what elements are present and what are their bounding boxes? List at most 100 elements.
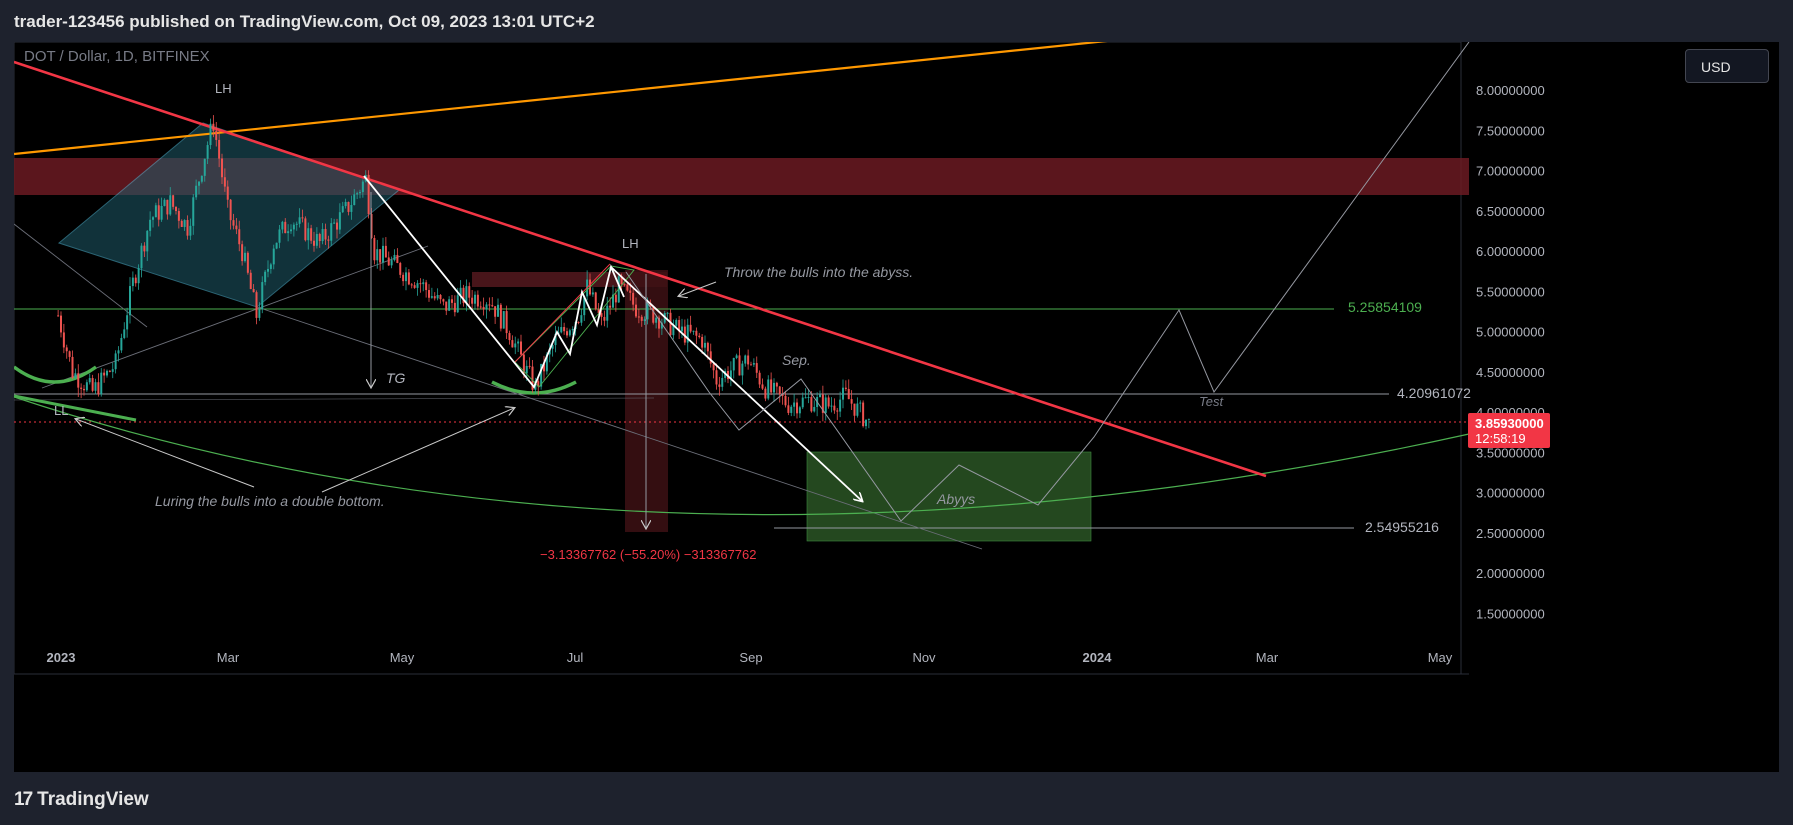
white-projection-1 (363, 175, 625, 389)
candle-body (540, 363, 543, 387)
candle-body (528, 365, 531, 367)
candle-body (218, 139, 221, 159)
price-tick-label: 6.50000000 (1476, 204, 1545, 219)
candle-body (442, 299, 445, 302)
candle-body (183, 220, 186, 227)
candle-body (520, 341, 522, 355)
candle-body (396, 254, 399, 264)
candle-body (672, 325, 675, 336)
candle-body (494, 306, 497, 317)
candle-body (200, 175, 203, 182)
candle-body (511, 340, 514, 348)
wedge-red (514, 263, 611, 363)
candle-body (88, 378, 91, 383)
price-chart[interactable]: DOT / Dollar, 1D, BITFINEX LH LH LL TG S… (12, 34, 1779, 772)
candle-body (591, 292, 594, 295)
candle-body (543, 363, 545, 372)
candle-body (784, 395, 787, 406)
candle-body (497, 304, 499, 317)
candle-body (215, 130, 218, 140)
candle-body (252, 289, 255, 293)
candle-body (701, 336, 704, 348)
candle-body (824, 397, 827, 413)
candle-body (405, 272, 407, 282)
candle-body (462, 287, 465, 303)
candle-body (482, 307, 485, 310)
price-axis[interactable]: 8.00000000 7.50000000 7.00000000 6.50000000… (1476, 83, 1545, 621)
candle-body (203, 158, 206, 176)
time-tick-label: May (1428, 650, 1453, 665)
candle-body (129, 286, 131, 316)
candle-body (103, 372, 106, 376)
candle-body (318, 233, 321, 242)
current-price-value: 3.85930000 (1475, 416, 1544, 431)
candle-body (453, 302, 456, 313)
candle-body (793, 402, 796, 407)
candle-body (57, 315, 60, 317)
candle-body (146, 230, 149, 252)
candle-body (508, 333, 511, 341)
publish-info: trader-123456 published on TradingView.c… (14, 12, 595, 31)
candle-body (410, 284, 413, 286)
candle-body (399, 263, 402, 275)
bottom-arc-2 (491, 380, 577, 395)
chart-area[interactable]: DOT / Dollar, 1D, BITFINEX LH LH LL TG S… (12, 34, 1779, 772)
time-axis[interactable]: 2023 Mar May Jul Sep Nov 2024 Mar May (47, 650, 1453, 665)
candle-body (301, 217, 304, 219)
level-label-3: 2.54955216 (1365, 519, 1439, 535)
candle-body (74, 373, 77, 378)
price-tick-label: 7.50000000 (1476, 123, 1545, 138)
candle-body (195, 185, 198, 198)
candle-body (65, 347, 68, 352)
candle-body (485, 304, 488, 310)
candle-body (594, 292, 597, 310)
candle-body (655, 317, 658, 323)
label-abyss: Abyys (936, 491, 975, 507)
grey-projection-path (625, 41, 1470, 522)
candle-body (341, 206, 344, 213)
level-label-1: 5.25854109 (1348, 299, 1422, 315)
candle-body (163, 199, 166, 206)
candle-body (123, 329, 126, 338)
tradingview-logo[interactable]: 17 TradingView (14, 789, 149, 811)
candle-body (853, 403, 856, 416)
candle-body (856, 403, 859, 416)
candle-body (750, 364, 752, 366)
candle-body (796, 402, 798, 414)
candle-body (620, 276, 623, 285)
time-tick-label: Mar (217, 650, 240, 665)
candle-body (514, 343, 517, 348)
candle-body (310, 228, 313, 241)
candle-body (721, 377, 724, 387)
candle-body (698, 335, 701, 337)
candle-body (353, 194, 356, 206)
candle-body (640, 316, 643, 321)
candle-body (94, 382, 97, 391)
candle-body (626, 284, 629, 291)
thin-line-b (41, 245, 429, 389)
candle-body (718, 384, 721, 387)
candle-body (842, 387, 844, 400)
candle-body (583, 296, 586, 316)
time-tick-label: Jul (567, 650, 584, 665)
candle-body (773, 382, 775, 393)
candle-body (85, 382, 88, 391)
candle-body (60, 315, 62, 333)
candle-body (77, 373, 80, 388)
candle-body (810, 397, 813, 412)
candle-body (180, 220, 183, 227)
candle-body (350, 205, 353, 212)
candle-body (62, 332, 65, 348)
candle-body (419, 283, 422, 285)
currency-button[interactable]: USD (1685, 49, 1769, 83)
label-ll: LL (54, 403, 68, 418)
candle-body (272, 248, 275, 265)
candle-body (790, 406, 793, 413)
candle-body (689, 324, 692, 332)
time-tick-label: Nov (912, 650, 936, 665)
candle-body (612, 294, 614, 308)
candle-body (666, 312, 669, 314)
candle-body (844, 387, 847, 389)
price-tick-label: 4.50000000 (1476, 365, 1545, 380)
candle-body (635, 304, 637, 317)
